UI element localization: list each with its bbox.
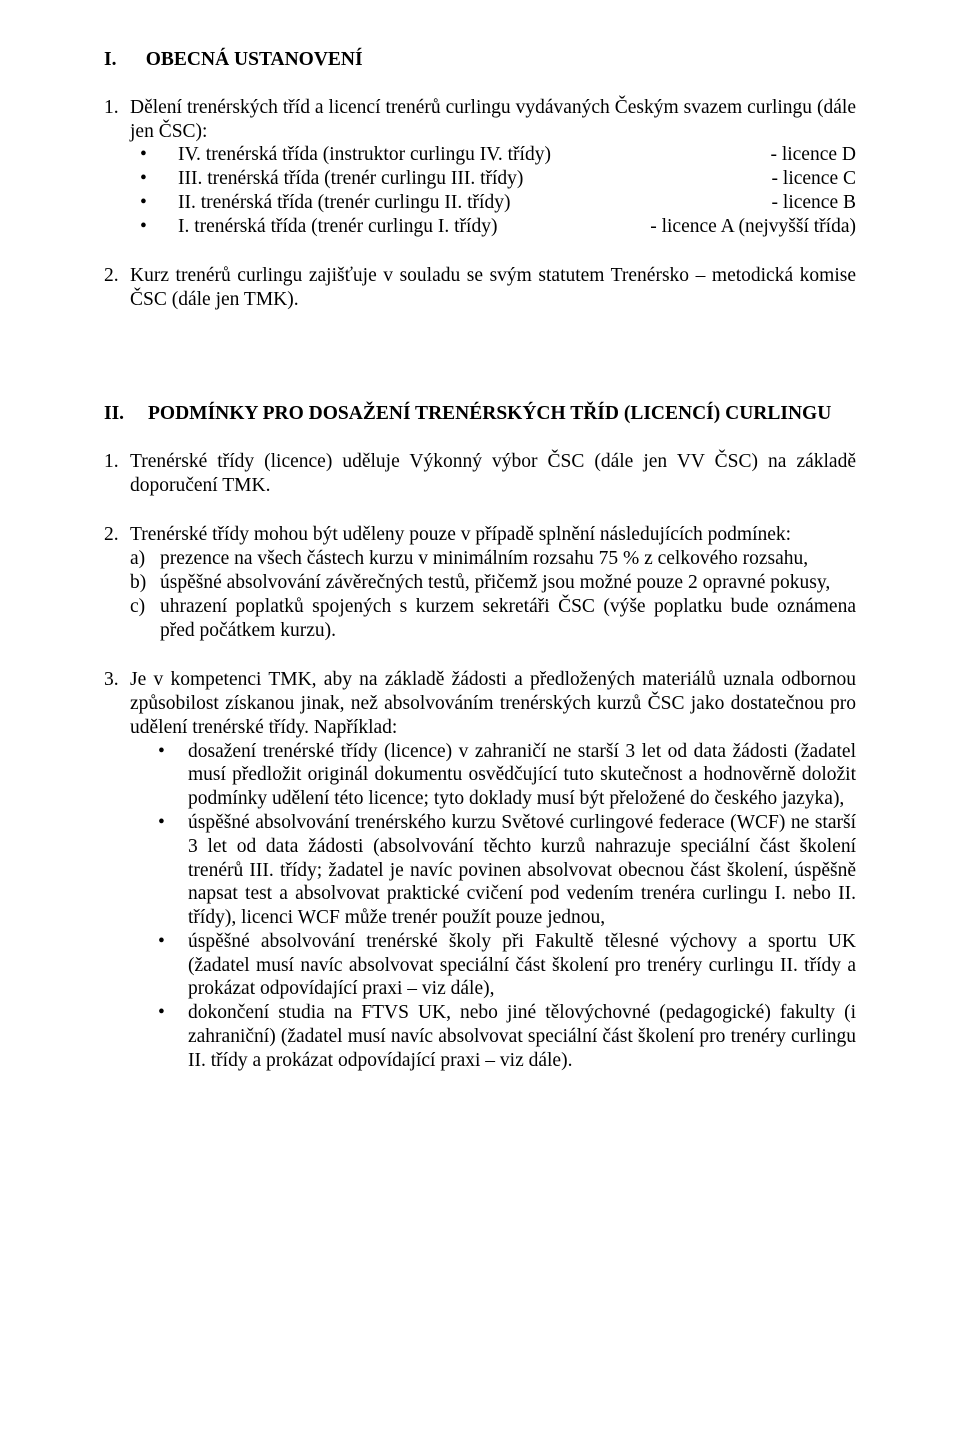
bullet-icon: • [158, 930, 188, 1001]
class-row: • III. trenérská třída (trenér curlingu … [130, 167, 856, 191]
heading-text: PODMÍNKY PRO DOSAŽENÍ TRENÉRSKÝCH TŘÍD (… [148, 402, 856, 426]
class-row: • II. trenérská třída (trenér curlingu I… [130, 191, 856, 215]
section-2-heading: II. PODMÍNKY PRO DOSAŽENÍ TRENÉRSKÝCH TŘ… [104, 402, 856, 426]
class-left: II. trenérská třída (trenér curlingu II.… [178, 191, 752, 215]
letter-marker: b) [130, 571, 160, 595]
bullet-text: dokončení studia na FTVS UK, nebo jiné t… [188, 1001, 856, 1072]
sublist-text: uhrazení poplatků spojených s kurzem sek… [160, 595, 856, 643]
bullet-icon: • [158, 740, 188, 811]
s1-item-1: 1. Dělení trenérských tříd a licencí tre… [104, 96, 856, 239]
bullet-icon: • [130, 143, 178, 167]
section-1-heading: I. OBECNÁ USTANOVENÍ [104, 48, 856, 72]
document-page: I. OBECNÁ USTANOVENÍ 1. Dělení trenérský… [0, 0, 960, 1143]
s2-item-1-text: Trenérské třídy (licence) uděluje Výkonn… [130, 450, 856, 498]
sublist-text: prezence na všech částech kurzu v minimá… [160, 547, 856, 571]
class-right: - licence A (nejvyšší třída) [630, 215, 856, 239]
class-right: - licence B [752, 191, 856, 215]
s2-item-2-intro: Trenérské třídy mohou být uděleny pouze … [130, 524, 791, 545]
heading-num: I. [104, 49, 116, 70]
heading-text: OBECNÁ USTANOVENÍ [146, 49, 363, 70]
list-number: 2. [104, 523, 130, 642]
class-left: IV. trenérská třída (instruktor curlingu… [178, 143, 750, 167]
heading-num: II. [104, 402, 148, 426]
class-row: • IV. trenérská třída (instruktor curlin… [130, 143, 856, 167]
bullet-text: úspěšné absolvování trenérského kurzu Sv… [188, 811, 856, 930]
letter-marker: a) [130, 547, 160, 571]
list-number: 3. [104, 668, 130, 1072]
s2-item-1: 1. Trenérské třídy (licence) uděluje Výk… [104, 450, 856, 498]
s1-item-2: 2. Kurz trenérů curlingu zajišťuje v sou… [104, 264, 856, 312]
s2-item-3-intro: Je v kompetenci TMK, aby na základě žádo… [130, 669, 856, 738]
s2-item-2-sublist: a) prezence na všech částech kurzu v min… [130, 547, 856, 642]
bullet-icon: • [130, 215, 178, 239]
list-number: 1. [104, 96, 130, 239]
section-1-list: 1. Dělení trenérských tříd a licencí tre… [104, 96, 856, 312]
list-number: 2. [104, 264, 130, 312]
bullet-icon: • [158, 1001, 188, 1072]
s2-item-3: 3. Je v kompetenci TMK, aby na základě ž… [104, 668, 856, 1072]
class-right: - licence D [750, 143, 856, 167]
s1-item-2-text: Kurz trenérů curlingu zajišťuje v soulad… [130, 264, 856, 312]
sublist-text: úspěšné absolvování závěrečných testů, p… [160, 571, 856, 595]
s2-item-2: 2. Trenérské třídy mohou být uděleny pou… [104, 523, 856, 642]
bullet-text: dosažení trenérské třídy (licence) v zah… [188, 740, 856, 811]
s1-item-1-intro: Dělení trenérských tříd a licencí trenér… [130, 96, 856, 144]
class-left: III. trenérská třída (trenér curlingu II… [178, 167, 752, 191]
class-right: - licence C [752, 167, 856, 191]
bullet-icon: • [130, 167, 178, 191]
section-2-list: 1. Trenérské třídy (licence) uděluje Výk… [104, 450, 856, 1073]
list-number: 1. [104, 450, 130, 498]
s2-item-3-bullets: • dosažení trenérské třídy (licence) v z… [130, 740, 856, 1073]
class-row: • I. trenérská třída (trenér curlingu I.… [130, 215, 856, 239]
class-left: I. trenérská třída (trenér curlingu I. t… [178, 215, 630, 239]
letter-marker: c) [130, 595, 160, 643]
bullet-text: úspěšné absolvování trenérské školy při … [188, 930, 856, 1001]
bullet-icon: • [158, 811, 188, 930]
bullet-icon: • [130, 191, 178, 215]
